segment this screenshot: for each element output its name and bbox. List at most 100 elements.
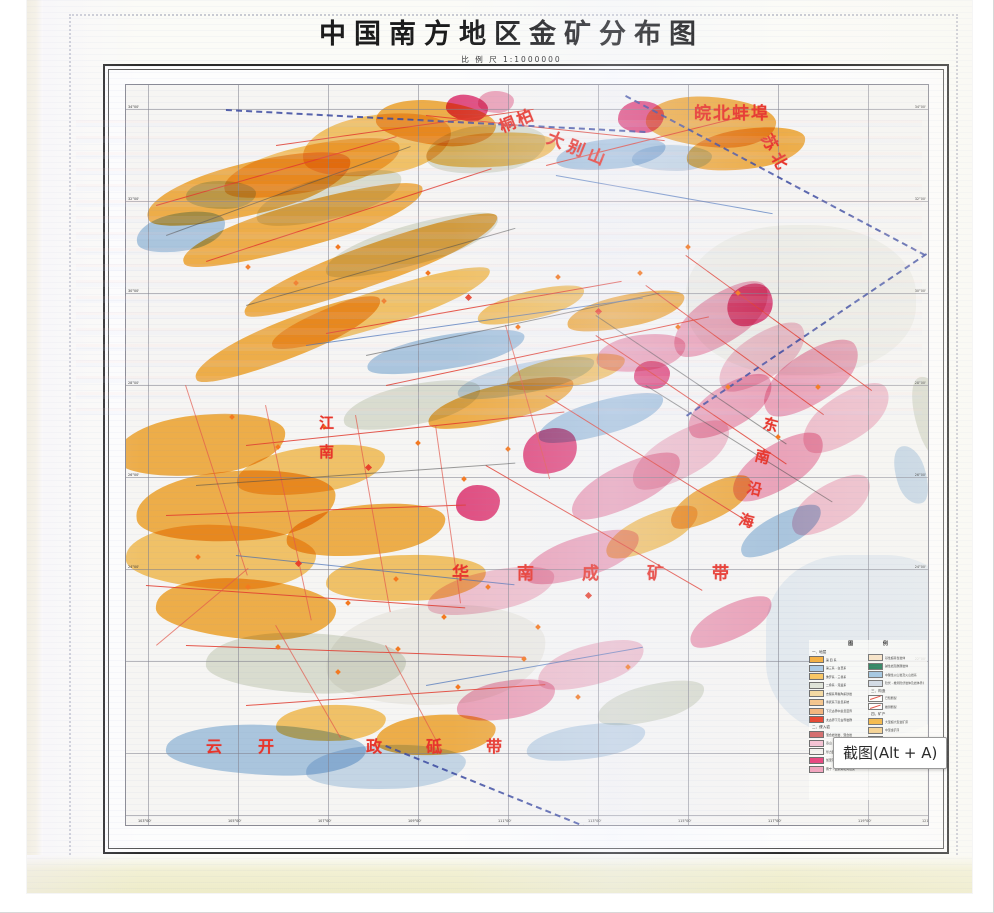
map-plot-area[interactable]: 皖北蚌埠 桐柏 大别山 苏北 江南 华南成矿带 东南沿海 云开 政砥带 103°… bbox=[125, 84, 929, 826]
legend-item: 基性超基性岩体 bbox=[868, 654, 924, 661]
lon-tick: 115°00' bbox=[678, 819, 692, 823]
map-annotation-yunkai: 云开 bbox=[206, 737, 311, 756]
legend-section-heading: 二、侵入岩 bbox=[812, 725, 830, 730]
lon-tick: 109°00' bbox=[408, 819, 422, 823]
legend-item: 混合岩化岩、混合岩 bbox=[809, 731, 865, 739]
legend-swatch bbox=[868, 679, 883, 687]
legend-item-label: 志留系甲奥陶系砂岩 bbox=[826, 691, 853, 696]
map-annotation-zhengdi-belt: 政砥带 bbox=[366, 737, 547, 756]
legend-right-column: 基性超基性岩体 碱性岩及碳酸岩体 中酸性火山岩及火山岩系 隐伏 - 推测隐伏岩体… bbox=[868, 648, 924, 774]
legend-item-label: 寒武系下震旦系统 bbox=[826, 700, 850, 705]
lat-tick: 28°00' bbox=[128, 381, 140, 385]
map-annotation-huanan-belt: 华南成矿带 bbox=[452, 564, 777, 584]
lon-tick: 111°00' bbox=[498, 819, 512, 823]
legend-item-label: 第 四 系 bbox=[826, 657, 837, 662]
legend-item: 推测断裂 bbox=[868, 703, 924, 711]
legend-swatch bbox=[868, 654, 883, 661]
lat-tick: 34°00' bbox=[128, 105, 140, 109]
map-annotation-wanbei-bengbu: 皖北蚌埠 bbox=[694, 104, 770, 124]
map-frame-inner-rule bbox=[108, 69, 944, 849]
map-frame: 皖北蚌埠 桐柏 大别山 苏北 江南 华南成矿带 东南沿海 云开 政砥带 103°… bbox=[103, 64, 949, 854]
legend-section-heading: 四、矿产 bbox=[871, 712, 886, 717]
legend-swatch bbox=[809, 765, 824, 773]
lat-tick: 30°00' bbox=[128, 289, 140, 293]
legend-item-label: 下元古界中震旦亚界 bbox=[826, 709, 853, 714]
legend-item: 碱性岩及碳酸岩体 bbox=[868, 662, 924, 670]
legend-swatch bbox=[868, 726, 883, 734]
legend-item-label: 推测断裂 bbox=[885, 704, 897, 709]
lat-tick: 32°00' bbox=[128, 197, 140, 201]
lat-tick: 26°00' bbox=[128, 473, 140, 477]
lat-tick: 26°00' bbox=[914, 473, 926, 477]
legend-swatch bbox=[809, 698, 824, 706]
legend-item: 第 四 系 bbox=[809, 656, 865, 663]
legend-swatch bbox=[809, 716, 824, 724]
legend-item-label: 晋宁 - 吕梁期花岗岩类 bbox=[826, 767, 855, 772]
legend-left-column: 一、地层 第 四 系 第三系 - 白垩系 侏罗系 - 三叠系 二叠系 - 泥盆系… bbox=[809, 648, 865, 774]
lon-tick: 105°00' bbox=[228, 819, 242, 823]
lat-tick: 24°00' bbox=[128, 565, 140, 569]
legend-section-heading: 三、构造 bbox=[871, 688, 886, 693]
legend-swatch bbox=[809, 664, 824, 672]
legend-item-label: 中型金矿床 bbox=[885, 728, 900, 733]
legend-item-label: 隐伏 - 推测隐伏岩体及岩体界线 bbox=[885, 681, 924, 686]
legend-item-label: 侏罗系 - 三叠系 bbox=[826, 674, 847, 679]
legend-item: 中型金矿床 bbox=[868, 726, 924, 734]
lon-tick: 119°00' bbox=[858, 819, 872, 823]
lat-tick: 30°00' bbox=[914, 289, 926, 293]
legend-item: 志留系甲奥陶系砂岩 bbox=[809, 690, 865, 698]
legend-swatch bbox=[868, 662, 883, 670]
legend-item-label: 已知断裂 bbox=[885, 696, 897, 701]
scanned-map-sheet: 中国南方地区金矿分布图 比 例 尺 1:1000000 bbox=[27, 0, 972, 893]
legend-swatch bbox=[809, 756, 824, 764]
legend-title: 图 例 bbox=[848, 641, 902, 647]
map-scale-text: 比 例 尺 1:1000000 bbox=[69, 54, 954, 65]
legend-item: 寒武系下震旦系统 bbox=[809, 698, 865, 706]
legend-item: 第三系 - 白垩系 bbox=[809, 664, 865, 672]
legend-section-heading: 一、地层 bbox=[812, 650, 827, 654]
legend-item: 隐伏 - 推测隐伏岩体及岩体界线 bbox=[868, 679, 924, 687]
legend-item-label: 混合岩化岩、混合岩 bbox=[826, 732, 853, 737]
legend-swatch bbox=[868, 671, 883, 679]
scale-value: 1:1000000 bbox=[502, 55, 562, 64]
legend-swatch bbox=[809, 748, 824, 756]
legend-swatch bbox=[809, 681, 824, 689]
legend-swatch bbox=[809, 739, 824, 747]
legend-item-label: 基性超基性岩体 bbox=[885, 655, 906, 660]
legend-item-label: 碱性岩及碳酸岩体 bbox=[885, 664, 909, 669]
lon-tick: 107°00' bbox=[318, 819, 332, 823]
legend-swatch bbox=[809, 690, 824, 698]
page-title: 中国南方地区金矿分布图 bbox=[319, 19, 704, 50]
legend-line-symbol bbox=[868, 694, 883, 702]
legend-item: 太古界下元古界岩群 bbox=[809, 716, 865, 724]
title-block: 中国南方地区金矿分布图 比 例 尺 1:1000000 bbox=[69, 18, 954, 70]
lat-tick: 28°00' bbox=[914, 381, 926, 385]
legend-item-label: 大型超大型金矿床 bbox=[885, 719, 909, 724]
map-annotation-jiangnan: 江南 bbox=[317, 415, 335, 473]
legend-swatch bbox=[809, 707, 824, 715]
legend-item: 侏罗系 - 三叠系 bbox=[809, 673, 865, 681]
screenshot-tooltip[interactable]: 截图(Alt + A) bbox=[833, 737, 948, 769]
legend-item: 下元古界中震旦亚界 bbox=[809, 707, 865, 715]
map-legend: 图 例 一、地层 第 四 系 第三系 - 白垩系 侏罗系 - 三叠系 二叠系 -… bbox=[809, 640, 927, 800]
lon-tick: 121°00' bbox=[922, 819, 929, 823]
scale-label: 比 例 尺 bbox=[461, 55, 499, 64]
legend-item: 二叠系 - 泥盆系 bbox=[809, 681, 865, 689]
screenshot-tooltip-label: 截图(Alt + A) bbox=[843, 744, 938, 762]
legend-swatch bbox=[809, 673, 824, 681]
legend-item: 已知断裂 bbox=[868, 694, 924, 702]
lon-tick: 117°00' bbox=[768, 819, 782, 823]
legend-item-label: 太古界下元古界岩群 bbox=[826, 717, 853, 722]
legend-item: 大型超大型金矿床 bbox=[868, 718, 924, 726]
legend-item: 中酸性火山岩及火山岩系 bbox=[868, 671, 924, 679]
legend-item-label: 二叠系 - 泥盆系 bbox=[826, 683, 847, 688]
lat-tick: 34°00' bbox=[914, 105, 926, 109]
legend-swatch bbox=[868, 718, 883, 726]
lat-tick: 32°00' bbox=[914, 197, 926, 201]
legend-item: 晋宁 - 吕梁期花岗岩类 bbox=[809, 765, 865, 773]
lon-tick: 103°00' bbox=[138, 819, 152, 823]
legend-line-symbol bbox=[868, 703, 883, 711]
legend-swatch bbox=[809, 731, 824, 739]
legend-item-label: 中酸性火山岩及火山岩系 bbox=[885, 672, 917, 677]
